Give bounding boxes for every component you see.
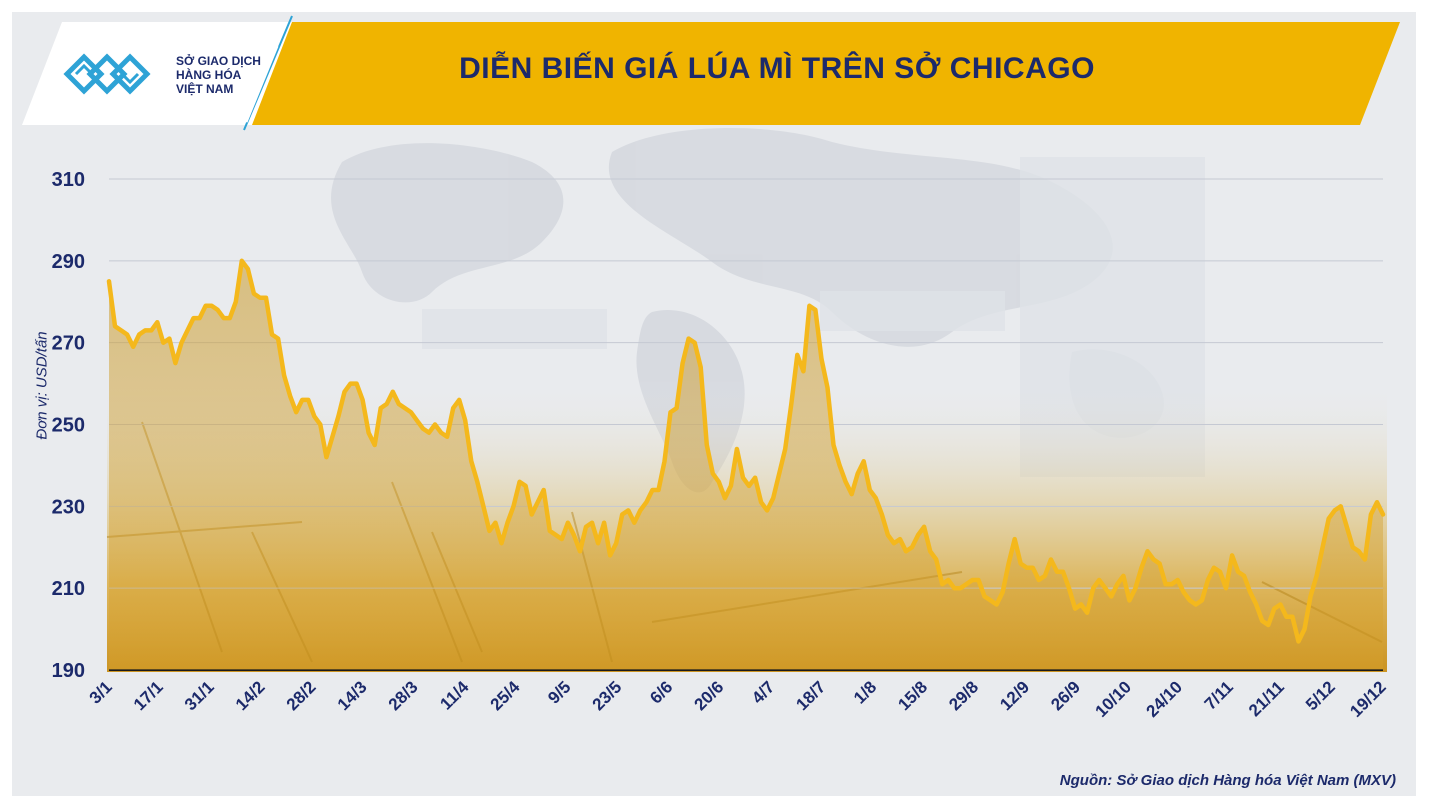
chart-frame: SỞ GIAO DỊCH HÀNG HÓA VIỆT NAM DIỄN BIẾN… [12,12,1416,796]
x-tick-label: 28/2 [283,677,320,714]
y-tick-label: 190 [52,660,85,682]
y-tick-label: 310 [52,169,85,191]
x-tick-label: 21/11 [1245,677,1288,720]
x-tick-label: 4/7 [748,677,778,707]
x-tick-label: 14/2 [232,677,269,714]
y-tick-label: 270 [52,333,85,355]
chart-title: DIỄN BIẾN GIÁ LÚA MÌ TRÊN SỞ CHICAGO [459,52,1095,85]
x-tick-label: 11/4 [436,677,473,714]
logo-line-3: VIỆT NAM [176,82,234,96]
x-axis-ticks: 3/1 17/1 31/1 14/2 28/2 14/3 28/3 11/4 25/4 9/5 23… [86,677,1390,721]
x-tick-label: 20/6 [691,677,728,714]
y-axis-ticks: 190 210 230 250 270 290 310 [52,169,85,682]
y-tick-label: 290 [52,251,85,273]
logo-line-1: SỞ GIAO DỊCH [176,54,261,68]
x-tick-label: 15/8 [894,677,931,714]
source-note: Nguồn: Sở Giao dịch Hàng hóa Việt Nam (M… [1059,772,1396,789]
x-tick-label: 9/5 [544,677,574,707]
x-tick-label: 28/3 [385,677,422,714]
area-fill-layer [109,260,1383,670]
x-tick-label: 18/7 [792,677,829,714]
logo-text: SỞ GIAO DỊCH HÀNG HÓA VIỆT NAM [176,54,261,96]
x-tick-label: 6/6 [646,677,676,707]
header-banner [22,15,1400,131]
x-tick-label: 26/9 [1047,677,1084,714]
y-axis-label: Đơn vị: USD/tấn [33,331,51,440]
x-tick-label: 24/10 [1142,677,1186,721]
x-tick-label: 19/12 [1346,677,1390,721]
price-chart: 190 210 230 250 270 290 310 3/1 17/1 31/1 14/2 28/… [52,169,1390,721]
logo-line-2: HÀNG HÓA [176,68,242,82]
logo-icon [63,53,151,95]
x-tick-label: 23/5 [589,677,626,714]
x-tick-label: 3/1 [86,677,116,707]
x-tick-label: 31/1 [181,677,218,714]
y-tick-label: 210 [52,578,85,600]
y-tick-label: 230 [52,496,85,518]
x-tick-label: 5/12 [1302,677,1339,714]
x-tick-label: 29/8 [945,677,982,714]
x-tick-label: 7/11 [1201,677,1237,713]
x-tick-label: 10/10 [1092,677,1136,721]
line-layer [106,258,1386,644]
x-tick-label: 14/3 [334,677,371,714]
price-series-line [106,258,1386,644]
x-tick-label: 12/9 [996,677,1033,714]
x-tick-label: 17/1 [130,677,167,714]
y-tick-label: 250 [52,415,85,437]
x-tick-label: 1/8 [850,677,880,707]
x-tick-label: 25/4 [487,677,524,714]
price-area [109,260,1383,670]
